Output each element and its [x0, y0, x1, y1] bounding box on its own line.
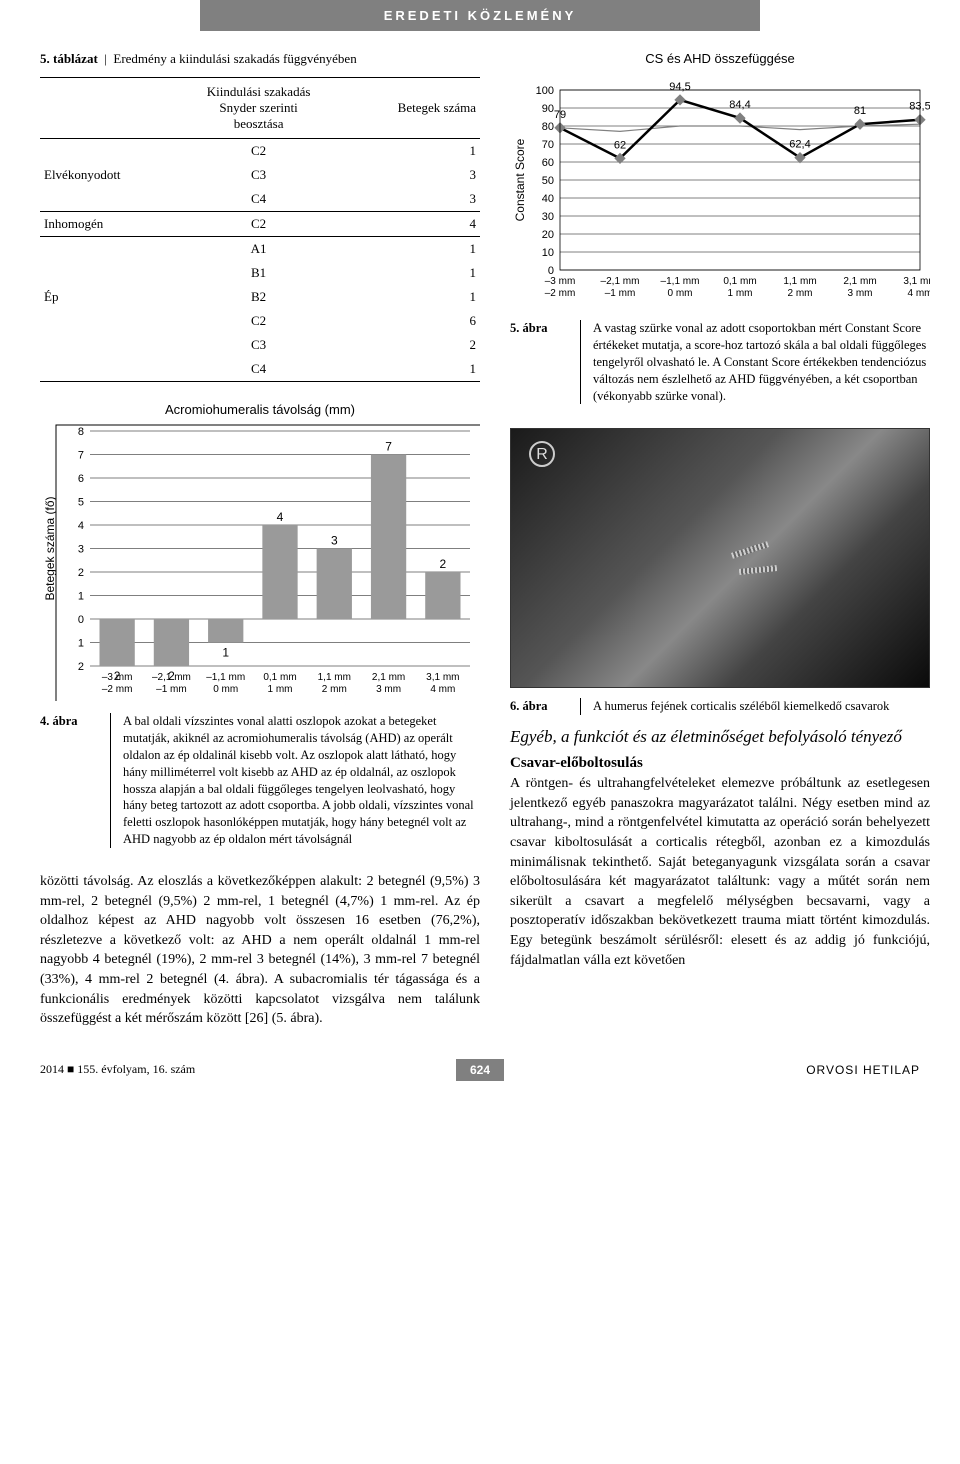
svg-text:2: 2: [78, 567, 84, 579]
svg-text:30: 30: [542, 211, 554, 223]
table-row: B11: [40, 261, 480, 285]
svg-text:10: 10: [542, 247, 554, 259]
svg-text:62: 62: [614, 139, 626, 151]
chart4-container: Acromiohumeralis távolság (mm) 2 1 0 1 2 3 4 5 6…: [40, 402, 480, 701]
svg-text:–2,1 mm: –2,1 mm: [601, 276, 640, 287]
section-header: EREDETI KÖZLEMÉNY: [200, 0, 760, 31]
table-row: C43: [40, 187, 480, 212]
svg-text:0 mm: 0 mm: [668, 288, 693, 299]
svg-text:90: 90: [542, 103, 554, 115]
table-row: C21: [40, 139, 480, 164]
svg-text:84,4: 84,4: [729, 99, 750, 111]
svg-text:1: 1: [222, 646, 229, 660]
svg-text:2: 2: [78, 661, 84, 673]
svg-text:0: 0: [78, 614, 84, 626]
svg-text:–1,1 mm: –1,1 mm: [206, 672, 245, 683]
svg-text:–3 mm: –3 mm: [545, 276, 576, 287]
table-row: ÉpB21: [40, 285, 480, 309]
svg-text:0,1 mm: 0,1 mm: [263, 672, 296, 683]
fig6-caption: 6. ábra A humerus fejének corticalis szé…: [510, 698, 930, 715]
svg-text:2: 2: [440, 557, 447, 571]
chart4-title: Acromiohumeralis távolság (mm): [40, 402, 480, 417]
svg-text:2 mm: 2 mm: [322, 684, 347, 695]
svg-text:81: 81: [854, 105, 866, 117]
svg-text:8: 8: [78, 426, 84, 438]
svg-text:–3 mm: –3 mm: [102, 672, 133, 683]
table5-col1-header: [40, 78, 172, 139]
svg-text:3 mm: 3 mm: [376, 684, 401, 695]
table-row: C41: [40, 357, 480, 382]
body-text-left: közötti távolság. Az eloszlás a következ…: [40, 872, 480, 1029]
chart4-svg: 2 1 0 1 2 3 4 5 6 7 8 Betegek száma (fő) 2 –3 mm–2 mm…: [40, 421, 480, 701]
xray-screw-2: [739, 565, 777, 575]
footer-page-number: 624: [456, 1059, 504, 1081]
svg-text:Constant Score: Constant Score: [513, 138, 527, 221]
svg-text:Betegek száma (fő): Betegek száma (fő): [43, 496, 57, 600]
xray-screw-1: [731, 542, 769, 559]
svg-text:–2,1 mm: –2,1 mm: [152, 672, 191, 683]
chart5-svg: 0102030405060708090100Constant Score–3 m…: [510, 70, 930, 310]
chart5-container: CS és AHD összefüggése 01020304050607080…: [510, 51, 930, 310]
svg-text:3: 3: [331, 534, 338, 548]
svg-text:2,1 mm: 2,1 mm: [843, 276, 876, 287]
svg-text:62,4: 62,4: [789, 139, 810, 151]
svg-text:4: 4: [277, 510, 284, 524]
svg-text:–2 mm: –2 mm: [102, 684, 133, 695]
svg-text:20: 20: [542, 229, 554, 241]
table-row: ElvékonyodottC33: [40, 163, 480, 187]
svg-text:–1,1 mm: –1,1 mm: [661, 276, 700, 287]
svg-text:7: 7: [78, 450, 84, 462]
svg-text:1 mm: 1 mm: [268, 684, 293, 695]
table5-col3-header: Betegek száma: [346, 78, 480, 139]
svg-text:4 mm: 4 mm: [430, 684, 455, 695]
fig4-caption: 4. ábra A bal oldali vízszintes vonal al…: [40, 713, 480, 848]
sub-heading: Csavar-előboltosulás: [510, 755, 930, 772]
svg-text:3,1 mm: 3,1 mm: [426, 672, 459, 683]
svg-text:4 mm: 4 mm: [908, 288, 931, 299]
svg-text:70: 70: [542, 139, 554, 151]
chart5-title: CS és AHD összefüggése: [510, 51, 930, 66]
svg-text:2,1 mm: 2,1 mm: [372, 672, 405, 683]
svg-text:–1 mm: –1 mm: [156, 684, 187, 695]
section-heading: Egyéb, a funkciót és az életminőséget be…: [510, 727, 930, 747]
page-footer: 2014 ■ 155. évfolyam, 16. szám 624 ORVOS…: [0, 1059, 960, 1081]
table5-title: 5. táblázat | Eredmény a kiindulási szak…: [40, 51, 480, 67]
svg-text:2 mm: 2 mm: [788, 288, 813, 299]
svg-text:1,1 mm: 1,1 mm: [783, 276, 816, 287]
table5: Kiindulási szakadás Snyder szerinti beos…: [40, 77, 480, 382]
table5-col2-header: Kiindulási szakadás Snyder szerinti beos…: [172, 78, 346, 139]
fig5-caption: 5. ábra A vastag szürke vonal az adott c…: [510, 320, 930, 404]
table-row: A11: [40, 237, 480, 262]
table-row: C26: [40, 309, 480, 333]
svg-text:–2 mm: –2 mm: [545, 288, 576, 299]
svg-text:1: 1: [78, 638, 84, 650]
footer-left: 2014 ■ 155. évfolyam, 16. szám: [0, 1062, 456, 1077]
svg-text:7: 7: [385, 440, 392, 454]
svg-text:1: 1: [78, 591, 84, 603]
svg-text:1 mm: 1 mm: [728, 288, 753, 299]
svg-text:3: 3: [78, 544, 84, 556]
svg-text:3 mm: 3 mm: [848, 288, 873, 299]
svg-text:94,5: 94,5: [669, 81, 690, 93]
svg-text:4: 4: [78, 520, 84, 532]
svg-text:50: 50: [542, 175, 554, 187]
svg-text:5: 5: [78, 497, 84, 509]
body-text-right: A röntgen- és ultrahangfelvételeket elem…: [510, 774, 930, 970]
svg-text:40: 40: [542, 193, 554, 205]
svg-text:1,1 mm: 1,1 mm: [318, 672, 351, 683]
svg-text:100: 100: [536, 85, 554, 97]
table-row: C32: [40, 333, 480, 357]
fig6-xray: R: [510, 428, 930, 688]
svg-text:6: 6: [78, 473, 84, 485]
svg-text:3,1 mm: 3,1 mm: [903, 276, 930, 287]
svg-text:0,1 mm: 0,1 mm: [723, 276, 756, 287]
svg-text:60: 60: [542, 157, 554, 169]
xray-r-label: R: [529, 441, 555, 467]
svg-text:–1 mm: –1 mm: [605, 288, 636, 299]
svg-text:0 mm: 0 mm: [213, 684, 238, 695]
footer-right: ORVOSI HETILAP: [504, 1063, 960, 1077]
svg-text:80: 80: [542, 121, 554, 133]
table-row: InhomogénC24: [40, 212, 480, 237]
